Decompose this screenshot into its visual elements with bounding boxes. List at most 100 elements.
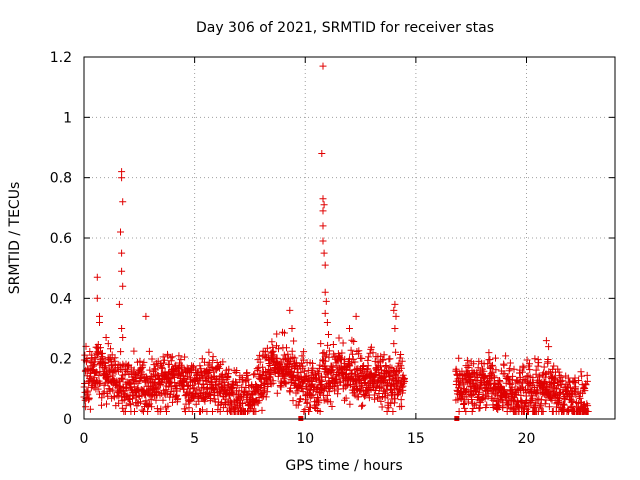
data-point (467, 358, 475, 366)
data-point (484, 393, 492, 401)
data-point (209, 353, 217, 361)
data-point (290, 337, 298, 345)
data-point (175, 352, 183, 360)
data-point (117, 228, 124, 236)
data-point (226, 392, 234, 400)
grid (84, 57, 615, 419)
data-point (140, 358, 148, 366)
x-tick-label: 0 (80, 431, 89, 447)
data-point (335, 334, 343, 342)
data-point (235, 387, 243, 395)
y-tick-label: 1 (63, 110, 72, 126)
data-point (536, 403, 544, 411)
x-axis-label: GPS time / hours (285, 458, 402, 474)
data-point (86, 348, 94, 355)
data-point (320, 201, 328, 209)
data-point (194, 369, 202, 376)
data-point (85, 395, 93, 403)
data-point (159, 396, 167, 404)
data-point (369, 349, 377, 357)
data-point (383, 392, 391, 400)
data-point (115, 399, 123, 407)
data-point (104, 392, 112, 400)
data-point (86, 405, 94, 413)
data-point (216, 408, 224, 415)
data-point (520, 364, 528, 372)
data-point (104, 340, 112, 348)
data-point (267, 380, 275, 388)
data-point (299, 356, 307, 364)
data-point (148, 355, 156, 363)
data-point (262, 393, 270, 401)
data-point (560, 400, 567, 408)
data-point (364, 353, 372, 361)
data-point (349, 350, 356, 358)
data-point (299, 380, 307, 388)
data-point (143, 374, 151, 382)
data-point (232, 378, 240, 386)
data-point (347, 346, 355, 354)
data-point (462, 408, 470, 415)
data-point (492, 366, 500, 374)
data-point (277, 358, 285, 366)
data-point (455, 354, 463, 362)
data-point (532, 366, 540, 374)
data-point (145, 347, 153, 355)
data-point (298, 359, 306, 367)
chart-title: Day 306 of 2021, SRMTID for receiver sta… (196, 20, 494, 36)
data-point (224, 382, 232, 390)
data-point (578, 372, 586, 380)
data-point (254, 366, 262, 374)
data-point (96, 312, 103, 320)
y-tick-label: 1.2 (50, 50, 72, 66)
data-point (283, 344, 290, 352)
data-point (299, 388, 307, 396)
data-point (377, 383, 385, 391)
data-point (250, 371, 258, 379)
data-point (459, 381, 467, 389)
data-point (256, 358, 264, 366)
data-point (506, 359, 514, 367)
data-point (554, 365, 562, 373)
data-point (377, 397, 385, 405)
data-point (489, 396, 497, 404)
data-point (316, 361, 324, 369)
data-point (553, 385, 561, 393)
data-point (239, 400, 247, 407)
data-point (147, 396, 155, 404)
data-point (352, 312, 360, 320)
data-point (294, 387, 302, 395)
data-point (346, 325, 353, 332)
data-point (484, 360, 492, 368)
data-point (461, 404, 469, 412)
data-point (346, 400, 354, 408)
data-point (268, 338, 276, 346)
data-point (201, 397, 209, 405)
data-point (218, 398, 226, 406)
data-point (165, 377, 173, 385)
data-point (510, 365, 518, 373)
data-point (577, 368, 585, 376)
data-point (364, 365, 372, 373)
data-point (273, 354, 281, 362)
data-point (391, 325, 399, 332)
data-point (542, 337, 550, 345)
x-tick-label: 10 (296, 431, 314, 447)
data-point (269, 343, 277, 351)
data-point (509, 372, 517, 380)
data-point (495, 397, 503, 405)
data-point (331, 387, 339, 395)
data-point (531, 355, 539, 363)
data-point (371, 395, 379, 403)
data-point (253, 365, 261, 373)
data-point (581, 387, 589, 395)
data-point (284, 350, 292, 358)
data-point (544, 356, 552, 363)
data-point (174, 395, 182, 403)
data-point (205, 348, 213, 356)
data-point (280, 351, 288, 359)
data-point (348, 336, 356, 344)
data-point (123, 384, 131, 392)
data-point (386, 376, 393, 384)
data-point (281, 378, 289, 386)
